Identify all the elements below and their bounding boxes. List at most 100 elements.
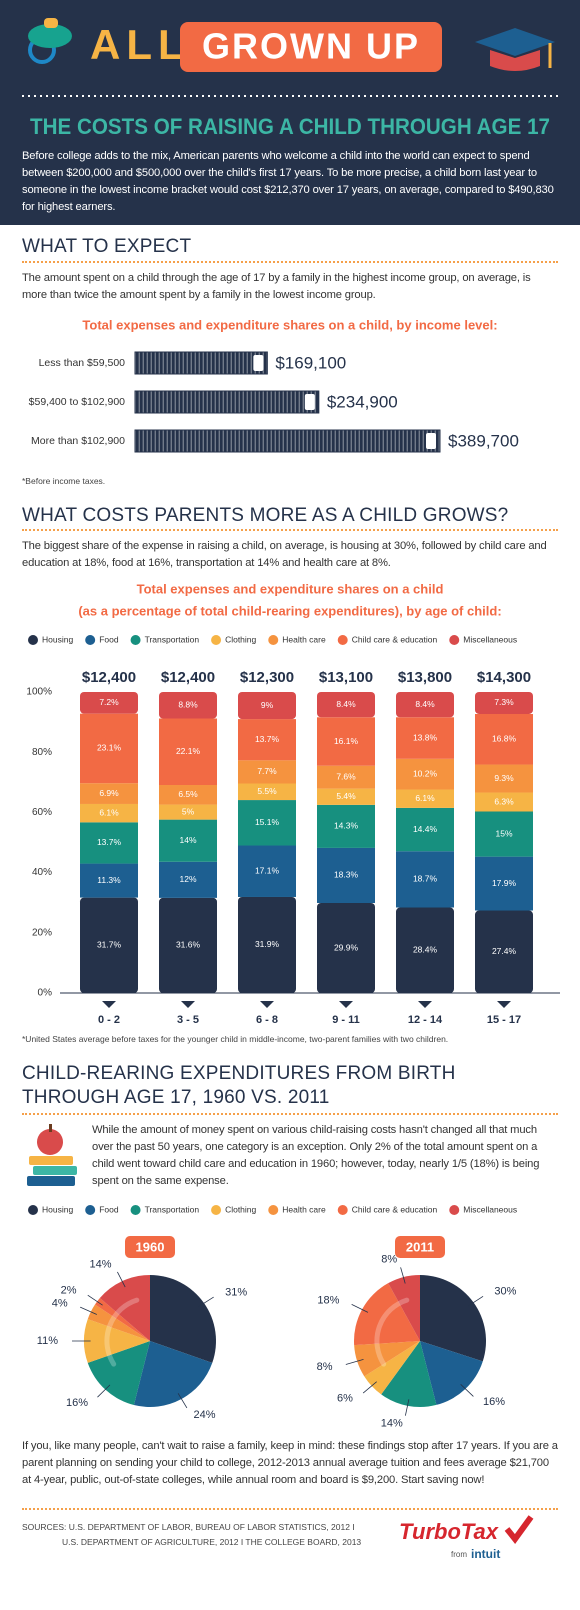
segment-label: 31.7% xyxy=(97,940,122,950)
x-tick-label: 0 - 2 xyxy=(98,1014,120,1026)
pie-slice xyxy=(133,1341,213,1407)
segment-label: 29.9% xyxy=(334,942,359,952)
segment-label: 31.6% xyxy=(176,940,201,950)
legend-swatch xyxy=(268,635,279,645)
segment-label: 5.4% xyxy=(336,791,356,801)
segment xyxy=(80,863,138,898)
segment xyxy=(475,764,533,793)
pie-label: 8% xyxy=(317,1361,333,1373)
legend-label: Child care & education xyxy=(352,1204,438,1214)
bar xyxy=(134,429,441,453)
segment xyxy=(317,847,375,904)
segment xyxy=(396,789,454,808)
segment-label: 22.1% xyxy=(176,746,201,756)
legend-label: Food xyxy=(99,1204,119,1214)
section-text: The biggest share of the expense in rais… xyxy=(22,540,547,569)
pie-slice xyxy=(150,1275,217,1363)
total-label: $12,400 xyxy=(82,669,136,686)
pie-slice xyxy=(354,1283,420,1346)
segment xyxy=(396,692,454,718)
leader-line xyxy=(80,1306,97,1315)
bar xyxy=(134,390,320,414)
source: SOURCES: U.S. DEPARTMENT OF LABOR, BUREA… xyxy=(22,1522,355,1532)
legend-swatch xyxy=(85,1205,96,1215)
segment xyxy=(396,807,454,852)
segment-label: 28.4% xyxy=(413,945,438,955)
legend-label: Health care xyxy=(282,634,326,644)
segment-label: 6.9% xyxy=(99,788,119,798)
value-label: $389,700 xyxy=(448,431,519,450)
x-tick-label: 15 - 17 xyxy=(487,1014,521,1026)
leader-line xyxy=(404,1399,410,1416)
segment xyxy=(317,717,375,766)
source: U.S. DEPARTMENT OF AGRICULTURE, 2012 I T… xyxy=(62,1537,362,1547)
pie-highlight xyxy=(374,1297,410,1367)
pie-slice xyxy=(94,1298,150,1341)
header: ALL GROWN UP THE COSTS OF RAISING A CHIL… xyxy=(0,0,580,225)
divider xyxy=(22,529,558,531)
segment xyxy=(475,856,533,911)
segment xyxy=(317,903,375,993)
legend-swatch xyxy=(337,1205,348,1215)
pie-slice xyxy=(420,1341,483,1405)
segment xyxy=(396,717,454,759)
pie-slice xyxy=(354,1341,420,1377)
x-tick-label: 12 - 14 xyxy=(408,1014,443,1026)
segment-label: 6.1% xyxy=(99,807,119,817)
segment xyxy=(80,783,138,804)
segment xyxy=(159,785,217,805)
y-tick-label: 20% xyxy=(32,927,52,938)
segment-label: 17.1% xyxy=(255,865,280,875)
bar-tag xyxy=(426,433,436,449)
pie-tag xyxy=(395,1236,445,1258)
leader-line xyxy=(460,1384,474,1397)
total-label: $12,300 xyxy=(240,669,294,686)
segment xyxy=(159,819,217,862)
pointer xyxy=(102,1001,116,1008)
legend-label: Clothing xyxy=(225,634,256,644)
segment xyxy=(396,907,454,993)
pie-label: 14% xyxy=(381,1417,403,1429)
segment xyxy=(80,897,138,993)
segment xyxy=(475,692,533,714)
pie-title: 2011 xyxy=(406,1239,434,1254)
pointer xyxy=(418,1001,432,1008)
segment-label: 13.7% xyxy=(97,837,122,847)
segment xyxy=(238,800,296,846)
leader-line xyxy=(467,1295,484,1307)
book-apple-icon xyxy=(27,1124,77,1186)
segment-label: 18.3% xyxy=(334,870,359,880)
segment xyxy=(238,692,296,720)
segment-label: 16.1% xyxy=(334,736,359,746)
y-tick-label: 80% xyxy=(32,747,52,758)
legend-swatch xyxy=(449,635,460,645)
header-word: GROWN UP xyxy=(202,26,420,67)
segment-label: 23.1% xyxy=(97,743,122,753)
logo-from: from xyxy=(451,1550,467,1559)
legend-swatch xyxy=(211,635,222,645)
pie-highlight xyxy=(104,1297,140,1367)
segment xyxy=(317,692,375,718)
segment xyxy=(238,896,296,993)
segment-label: 14.4% xyxy=(413,824,438,834)
chart-title: Total expenses and expenditure shares on… xyxy=(82,317,497,332)
pie-label: 31% xyxy=(225,1286,247,1298)
legend-swatch xyxy=(337,635,348,645)
section-heading: WHAT COSTS PARENTS MORE AS A CHILD GROWS… xyxy=(22,505,509,526)
note: *Before income taxes. xyxy=(22,476,106,486)
pie-label: 16% xyxy=(66,1397,88,1409)
divider xyxy=(22,1508,558,1510)
leader-line xyxy=(117,1271,126,1288)
income-chart: Total expenses and expenditure shares on… xyxy=(29,317,519,453)
legend-swatch xyxy=(85,635,96,645)
category-label: $59,400 to $102,900 xyxy=(29,396,126,408)
total-label: $13,800 xyxy=(398,669,452,686)
divider xyxy=(22,261,558,263)
segment-label: 7.7% xyxy=(257,766,277,776)
logo: TurboTax from intuit xyxy=(399,1515,534,1561)
segment-label: 18.7% xyxy=(413,874,438,884)
pie-slice xyxy=(87,1341,150,1406)
leader-line xyxy=(351,1304,369,1313)
segment xyxy=(238,760,296,784)
